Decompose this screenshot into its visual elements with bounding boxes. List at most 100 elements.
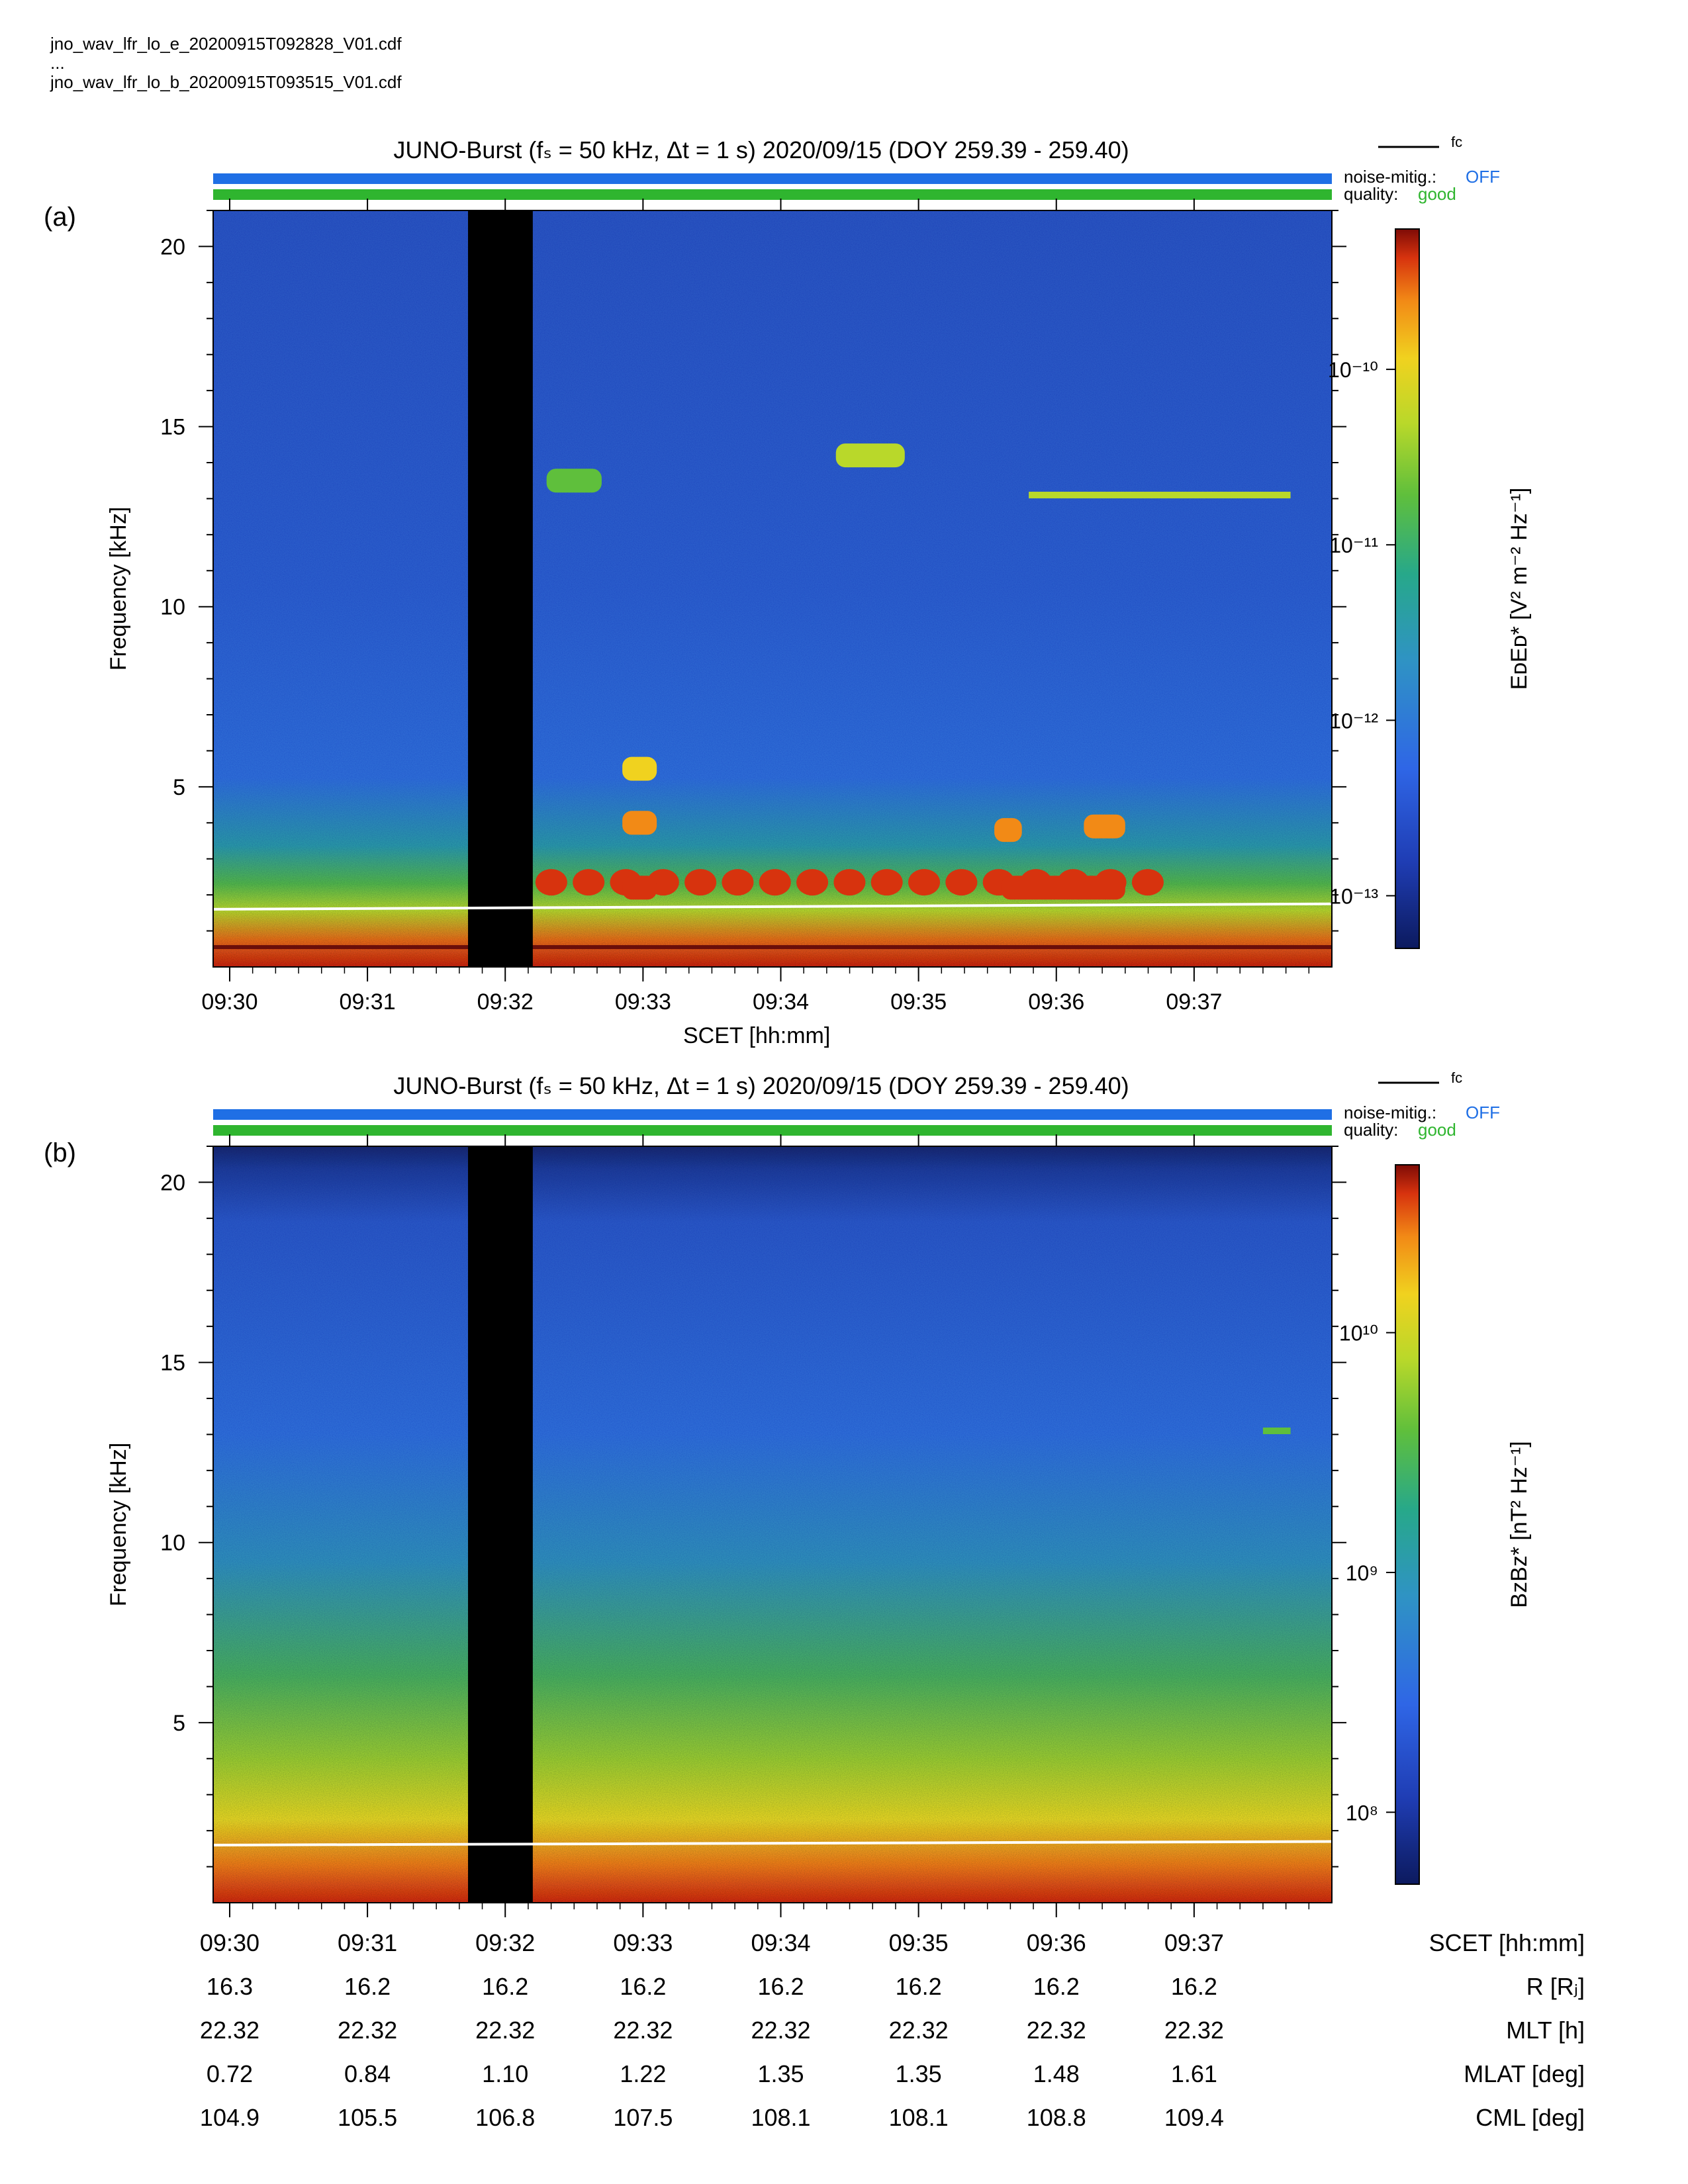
spectrogram-background	[213, 1146, 1332, 1903]
plot-frame	[212, 210, 1333, 968]
ephemeris-cell: 16.2	[1170, 1973, 1217, 2000]
file-list: jno_wav_lfr_lo_e_20200915T092828_V01.cdf…	[50, 32, 402, 94]
colorbar	[1395, 1164, 1420, 1885]
ephemeris-cell: 1.10	[482, 2060, 529, 2087]
emission-band-segment	[1131, 869, 1164, 896]
panel-b-noise-label: noise-mitig.:	[1344, 1103, 1437, 1122]
ephemeris-cell: 09:30	[199, 1929, 260, 1956]
ephemeris-cell: 09:36	[1026, 1929, 1086, 1956]
noise-mitigation-bar	[213, 173, 1332, 184]
low-freq-line	[213, 945, 1332, 950]
file-ellipsis: ...	[50, 53, 65, 73]
x-tick-label: 09:33	[615, 989, 671, 1015]
colorbar-tick-label: 10⁻¹¹	[1329, 533, 1378, 557]
ephemeris-cell: 1.61	[1170, 2060, 1217, 2087]
y-tick-label: 10	[160, 595, 185, 620]
panel-a-letter: (a)	[44, 203, 76, 232]
emission-band-segment	[833, 869, 866, 896]
y-tick-label: 15	[160, 1351, 185, 1376]
panel-a-noise-value: OFF	[1466, 167, 1500, 187]
ephemeris-cell: 09:37	[1164, 1929, 1224, 1956]
ephemeris-cell: 16.2	[1033, 1973, 1080, 2000]
emission-band-segment	[535, 869, 567, 896]
ephemeris-cell: 16.2	[344, 1973, 391, 2000]
colorbar-tick-label: 10¹⁰	[1339, 1322, 1378, 1345]
panel-a-title: JUNO-Burst (fₛ = 50 kHz, Δt = 1 s) 2020/…	[393, 136, 1129, 163]
ephemeris-cell: 22.32	[613, 2017, 673, 2044]
ephemeris-row-label: MLT [h]	[1506, 2017, 1585, 2044]
ephemeris-cell: 109.4	[1164, 2104, 1224, 2131]
y-tick-label: 10	[160, 1531, 185, 1556]
emission-line	[1262, 1427, 1291, 1434]
panel-b-quality-label: quality:	[1344, 1120, 1399, 1140]
ephemeris-row-label: MLAT [deg]	[1464, 2060, 1585, 2087]
panel-a-noise-label: noise-mitig.:	[1344, 167, 1437, 187]
ephemeris-cell: 0.72	[206, 2060, 253, 2087]
emission-blob	[835, 443, 905, 468]
panel-a-spectrogram: 09:30 09:31 09:32 09:33 09:34 09:35 09:36 09:37…	[106, 146, 1532, 1015]
quality-bar	[213, 1125, 1332, 1136]
ephemeris-cell: 22.32	[888, 2017, 949, 2044]
panel-a-xlabel: SCET [hh:mm]	[683, 1023, 831, 1048]
ephemeris-cell: 1.35	[757, 2060, 804, 2087]
ephemeris-cell: 09:35	[888, 1929, 949, 1956]
emission-blob	[622, 876, 657, 900]
ephemeris-cell: 107.5	[613, 2104, 673, 2131]
ephemeris-cell: 0.84	[344, 2060, 391, 2087]
panel-b-quality-value: good	[1418, 1120, 1456, 1140]
panel-b-spectrogram: 5 10 15 20 Frequency [kHz] 10¹⁰ 10⁹ 10⁸ BᴢBᴢ* [n…	[106, 1081, 1532, 1917]
panel-b-letter: (b)	[44, 1138, 76, 1167]
x-tick-label: 09:32	[477, 989, 534, 1015]
ephemeris-cell: 16.3	[206, 1973, 253, 2000]
panel-b-noise-value: OFF	[1466, 1103, 1500, 1122]
colorbar-tick-label: 10⁻¹⁰	[1328, 358, 1378, 382]
emission-band-segment	[684, 869, 717, 896]
x-tick-label: 09:37	[1166, 989, 1222, 1015]
y-tick-label: 20	[160, 1170, 185, 1195]
ephemeris-cell: 22.32	[475, 2017, 536, 2044]
emission-blob	[622, 756, 657, 781]
ephemeris-cell: 22.32	[1164, 2017, 1224, 2044]
y-tick-label: 15	[160, 415, 185, 440]
ephemeris-cell: 22.32	[199, 2017, 260, 2044]
x-tick-label: 09:35	[890, 989, 947, 1015]
colorbar-tick-label: 10⁻¹²	[1329, 709, 1378, 733]
data-gap	[468, 1146, 533, 1903]
ephemeris-cell: 108.1	[751, 2104, 811, 2131]
ephemeris-row-label: SCET [hh:mm]	[1429, 1929, 1585, 1956]
emission-band-segment	[573, 869, 605, 896]
emission-blob	[1001, 876, 1125, 900]
emission-band-segment	[945, 869, 978, 896]
ephemeris-cell: 1.35	[895, 2060, 942, 2087]
ephemeris-row-label: CML [deg]	[1476, 2104, 1585, 2131]
colorbar	[1395, 228, 1420, 949]
colorbar-label: EᴅEᴅ* [V² m⁻² Hz⁻¹]	[1507, 488, 1532, 690]
file-name: jno_wav_lfr_lo_b_20200915T093515_V01.cdf	[50, 72, 402, 92]
spectrogram-background	[213, 210, 1332, 967]
x-tick-label: 09:36	[1028, 989, 1084, 1015]
emission-band-segment	[759, 869, 791, 896]
x-tick-label: 09:31	[340, 989, 396, 1015]
ephemeris-cell: 22.32	[338, 2017, 398, 2044]
colorbar-label: BᴢBᴢ* [nT² Hz⁻¹]	[1507, 1441, 1532, 1608]
emission-band-segment	[908, 869, 941, 896]
emission-blob	[1084, 814, 1125, 839]
x-tick-label: 09:34	[753, 989, 809, 1015]
ephemeris-cell: 22.32	[751, 2017, 811, 2044]
fc-line	[212, 902, 1333, 911]
ephemeris-cell: 09:32	[475, 1929, 536, 1956]
ephemeris-cell: 09:33	[613, 1929, 673, 1956]
ephemeris-cell: 09:34	[751, 1929, 811, 1956]
emission-band-segment	[870, 869, 903, 896]
panel-a-quality-value: good	[1418, 184, 1456, 204]
ephemeris-cell: 1.48	[1033, 2060, 1080, 2087]
ephemeris-cell: 108.8	[1026, 2104, 1086, 2131]
noise-mitigation-bar	[213, 1109, 1332, 1120]
panel-a-quality-label: quality:	[1344, 184, 1399, 204]
emission-band-segment	[722, 869, 754, 896]
ephemeris-cell: 16.2	[620, 1973, 667, 2000]
ephemeris-cell: 104.9	[199, 2104, 260, 2131]
y-tick-label: 5	[173, 1711, 185, 1736]
panel-b-title: JUNO-Burst (fₛ = 50 kHz, Δt = 1 s) 2020/…	[393, 1072, 1129, 1099]
